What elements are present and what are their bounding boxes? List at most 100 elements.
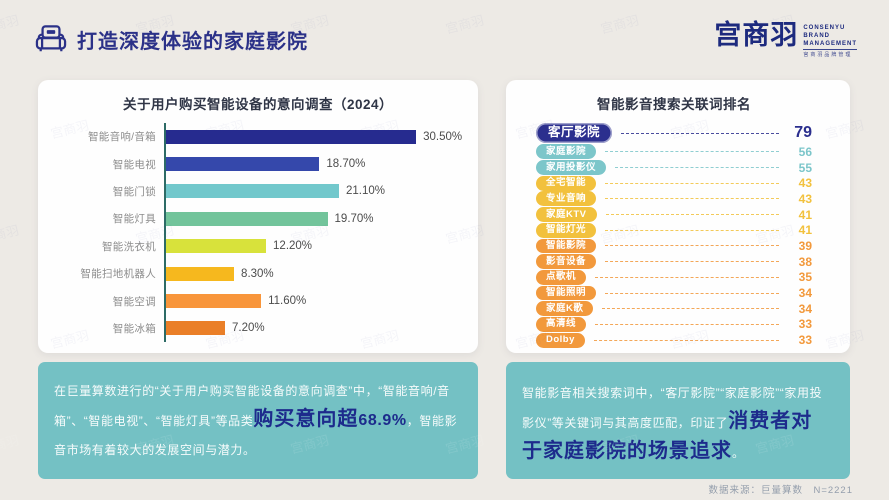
keyword-count: 39: [798, 238, 812, 253]
bar-value-label: 21.10%: [346, 185, 386, 198]
bar-fill: [166, 211, 328, 226]
keyword-pill: 智能影院: [536, 238, 597, 254]
bar-value-label: 8.30%: [241, 267, 274, 280]
dotted-leader: [605, 261, 779, 263]
keyword-count: 56: [798, 144, 812, 159]
keyword-row: 家庭K歌 34: [536, 301, 812, 317]
keyword-pill: 家庭K歌: [536, 301, 594, 317]
bar-fill: [166, 239, 267, 254]
bar-category-label: 智能音响/音箱: [87, 131, 156, 144]
bar-fill: [166, 321, 226, 336]
dotted-leader: [602, 308, 779, 310]
keyword-count: 33: [798, 333, 812, 348]
bar-row: 智能门锁 21.10%: [52, 177, 464, 206]
intent-chart-title: 关于用户购买智能设备的意向调查（2024）: [122, 97, 394, 112]
bar-row: 智能冰箱 7.20%: [52, 314, 464, 343]
keyword-pill: 家庭KTV: [536, 207, 597, 223]
keyword-row: 智能灯光 41: [536, 222, 812, 238]
bar-category-label: 智能冰箱: [112, 322, 156, 335]
bar-track: 30.50%: [164, 123, 464, 151]
bar-row: 智能电视 18.70%: [52, 150, 464, 178]
brand-watermark: 宫商羽: [0, 10, 21, 38]
bar-category-label: 智能门锁: [112, 185, 156, 198]
bar-category-label: 智能电视: [112, 158, 156, 171]
dotted-leader: [595, 323, 779, 325]
keyword-ranking-panel: 智能影音搜索关联词排名 客厅影院 79 家庭影院 56 家用投影仪 55 全宅智能 43 专业音…: [506, 80, 850, 353]
keyword-row: Dolby 33: [536, 332, 812, 348]
keyword-row: 高清线 33: [536, 316, 812, 333]
keyword-row: 家用投影仪 55: [536, 160, 812, 176]
dotted-leader: [595, 276, 779, 278]
bar-value-label: 18.70%: [326, 158, 366, 171]
keyword-row: 家庭影院 56: [536, 144, 812, 160]
dotted-leader: [605, 151, 779, 153]
keyword-pill: 全宅智能: [536, 175, 597, 191]
keyword-count: 43: [798, 176, 812, 191]
dotted-leader: [605, 198, 779, 200]
keyword-row: 影音设备 38: [536, 254, 812, 270]
bar-fill: [166, 184, 340, 199]
keyword-pill: 客厅影院: [536, 122, 613, 144]
keyword-count: 34: [798, 301, 812, 316]
bar-value-label: 11.60%: [268, 295, 307, 308]
bar-category-label: 智能灯具: [112, 213, 156, 226]
insight-right-text-pre: 智能影音相关搜索词中，“客厅影院”“家庭影院”“家用投影仪”等关键词与其高度匹配…: [522, 386, 823, 430]
bar-track: 7.20%: [164, 314, 464, 343]
brand-watermark: 宫商羽: [0, 220, 21, 248]
page-header: 打造深度体验的家庭影院: [34, 24, 308, 54]
keyword-row: 智能照明 34: [536, 285, 812, 301]
keyword-row: 点歌机 35: [536, 269, 812, 286]
keyword-pill: 家用投影仪: [536, 160, 607, 175]
keyword-pill: 影音设备: [536, 254, 597, 270]
bar-fill: [166, 129, 417, 144]
brand-logo-line: MANAGEMENT: [803, 40, 857, 47]
keyword-count: 43: [798, 191, 812, 206]
bar-fill: [166, 266, 235, 281]
bar-track: 12.20%: [164, 232, 464, 260]
keyword-count: 35: [798, 270, 812, 285]
brand-watermark: 宫商羽: [598, 10, 640, 38]
brand-logo-subtext: CONSENYU BRAND MANAGEMENT 宫商羽品牌管理: [803, 22, 857, 58]
bar-track: 8.30%: [164, 259, 464, 288]
bar-row: 智能音响/音箱 30.50%: [52, 123, 464, 151]
bar-value-label: 30.50%: [423, 130, 463, 143]
intent-survey-panel: 关于用户购买智能设备的意向调查（2024） 智能音响/音箱 30.50% 智能电视 1…: [38, 80, 478, 353]
keyword-count: 41: [798, 223, 812, 238]
keyword-pill: 家庭影院: [536, 144, 597, 160]
intent-bar-rows: 智能音响/音箱 30.50% 智能电视 18.70% 智能门锁 21.10% 智能灯具 19.…: [52, 123, 464, 343]
brand-logo-tagline: 宫商羽品牌管理: [803, 49, 857, 58]
keyword-row: 家庭KTV 41: [536, 207, 812, 223]
keyword-row: 智能影院 39: [536, 238, 812, 254]
dotted-leader: [605, 245, 779, 247]
bar-row: 智能灯具 19.70%: [52, 205, 464, 233]
insight-right-text-post: 。: [732, 445, 745, 460]
bar-category-label: 智能洗衣机: [102, 240, 156, 253]
insight-right-highlight: 消费者对于家庭影院的场景追求: [522, 409, 813, 462]
bar-track: 19.70%: [164, 205, 464, 233]
brand-watermark: 宫商羽: [443, 10, 485, 38]
bar-value-label: 19.70%: [334, 212, 374, 225]
dotted-leader: [593, 339, 779, 341]
brand-logo-name: 宫商羽: [714, 20, 799, 50]
data-source-note: 数据来源：巨量算数 N=2221: [708, 485, 853, 496]
keyword-pill: 点歌机: [536, 269, 587, 285]
bar-fill: [166, 157, 320, 172]
keyword-chart-title: 智能影音搜索关联词排名: [597, 97, 751, 112]
insight-left-text-post: ，智能影音市场有着较大的发展空间与潜力。: [54, 414, 458, 457]
dotted-leader: [621, 132, 779, 134]
keyword-count: 33: [798, 317, 812, 332]
brand-logo-line: CONSENYU: [803, 25, 846, 31]
keyword-pill: 专业音响: [536, 191, 597, 207]
insight-left-highlight: 购买意向超: [253, 408, 359, 431]
keyword-row: 客厅影院 79: [536, 122, 812, 144]
brand-logo: 宫商羽 CONSENYU BRAND MANAGEMENT 宫商羽品牌管理: [714, 22, 857, 58]
insight-left-box: 在巨量算数进行的“关于用户购买智能设备的意向调查”中，“智能音响/音箱”、“智能…: [38, 362, 478, 479]
keyword-count: 55: [798, 160, 812, 175]
keyword-pill: Dolby: [536, 332, 585, 348]
keyword-row: 全宅智能 43: [536, 175, 812, 191]
keyword-count: 34: [798, 286, 812, 301]
dotted-leader: [605, 214, 779, 216]
brand-watermark: 宫商羽: [0, 432, 21, 457]
keyword-count: 79: [794, 124, 812, 141]
bar-fill: [166, 294, 262, 309]
